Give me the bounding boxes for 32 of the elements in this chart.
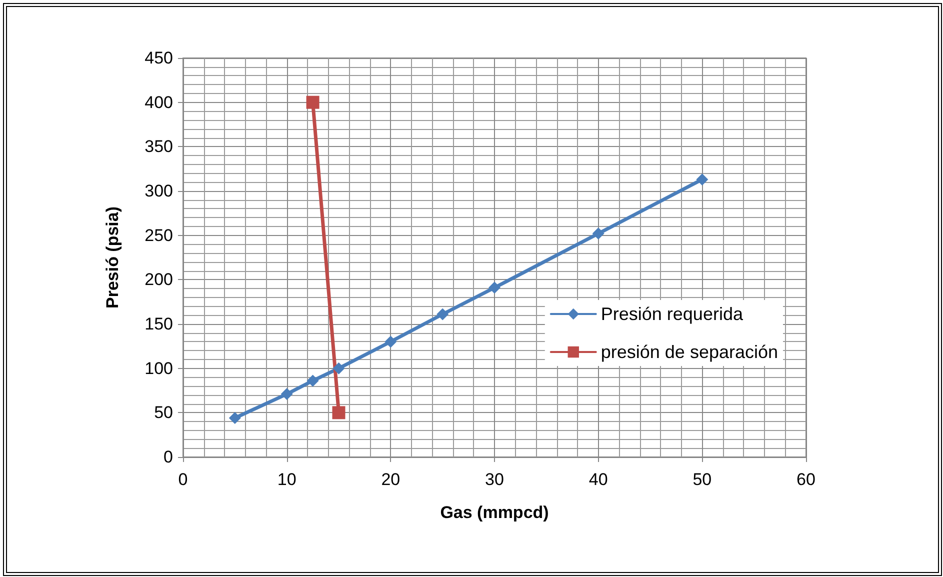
y-tick-label: 50 — [154, 403, 173, 422]
point — [306, 96, 320, 109]
y-tick-label: 400 — [144, 92, 173, 112]
legend-label: presión de separación — [600, 342, 778, 362]
y-tick-label: 250 — [144, 226, 173, 245]
point — [228, 412, 241, 424]
point — [332, 406, 346, 420]
x-tick-label: 10 — [277, 470, 296, 489]
x-tick-label: 20 — [381, 470, 400, 489]
x-tick-label: 50 — [692, 470, 712, 489]
y-axis-title: Presió (psia) — [103, 206, 122, 309]
x-tick-label: 30 — [485, 470, 504, 489]
y-tick-label: 450 — [144, 48, 173, 68]
point — [332, 362, 345, 374]
point — [384, 336, 397, 348]
x-axis-title: Gas (mmpcd) — [440, 503, 549, 522]
x-tick-label: 60 — [796, 470, 816, 489]
y-tick-label: 0 — [164, 448, 173, 466]
point — [436, 308, 449, 320]
legend-label: Presión requerida — [600, 304, 744, 324]
point — [306, 374, 319, 387]
point — [592, 228, 604, 240]
y-tick-label: 100 — [144, 358, 173, 378]
point — [696, 173, 708, 186]
point — [280, 388, 293, 400]
y-tick-label: 200 — [144, 270, 173, 290]
y-tick-label: 350 — [144, 137, 173, 156]
y-tick-label: 300 — [144, 182, 173, 200]
x-tick-label: 40 — [588, 470, 608, 489]
x-tick-label: 0 — [178, 470, 188, 489]
point — [488, 282, 500, 294]
y-tick-label: 150 — [144, 314, 173, 334]
